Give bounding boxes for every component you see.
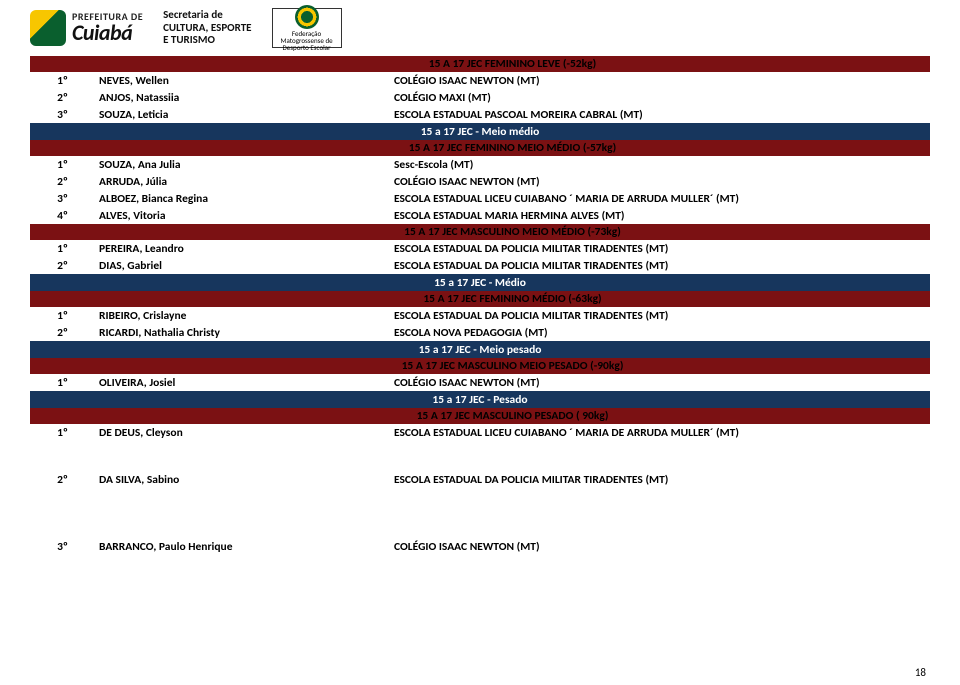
athlete-name-cell: ARRUDA, Júlia <box>95 173 390 190</box>
placement-cell: 3º <box>30 106 95 123</box>
category-header-maroon: 15 A 17 JEC MASCULINO MEIO MÉDIO (-73kg) <box>30 224 930 240</box>
placement-cell: 2º <box>30 89 95 106</box>
result-row: 1ºNEVES, WellenCOLÉGIO ISAAC NEWTON (MT) <box>30 72 930 89</box>
federation-badge: Federação Matogrossense de Desporto Esco… <box>272 8 342 48</box>
school-cell: ESCOLA ESTADUAL MARIA HERMINA ALVES (MT) <box>390 207 930 224</box>
result-row: 3ºALBOEZ, Bianca ReginaESCOLA ESTADUAL L… <box>30 190 930 207</box>
athlete-name-cell: DIAS, Gabriel <box>95 257 390 274</box>
school-cell: COLÉGIO ISAAC NEWTON (MT) <box>390 538 930 555</box>
athlete-name-cell: NEVES, Wellen <box>95 72 390 89</box>
athlete-name-cell: ALVES, Vitoria <box>95 207 390 224</box>
result-row: 2ºDA SILVA, SabinoESCOLA ESTADUAL DA POL… <box>30 471 930 488</box>
result-row: 1ºRIBEIRO, CrislayneESCOLA ESTADUAL DA P… <box>30 307 930 324</box>
placement-cell: 2º <box>30 471 95 488</box>
result-row: 2ºRICARDI, Nathalia ChristyESCOLA NOVA P… <box>30 324 930 341</box>
secretaria-line: Secretaria de <box>163 9 251 22</box>
result-row: 3ºSOUZA, LeticiaESCOLA ESTADUAL PASCOAL … <box>30 106 930 123</box>
section-header-navy: 15 a 17 JEC - Meio médio <box>30 123 930 140</box>
placement-cell: 3º <box>30 190 95 207</box>
category-header-maroon: 15 A 17 JEC FEMININO LEVE (-52kg) <box>30 56 930 72</box>
placement-cell: 2º <box>30 324 95 341</box>
placement-cell: 1º <box>30 307 95 324</box>
result-row: 1ºOLIVEIRA, JosielCOLÉGIO ISAAC NEWTON (… <box>30 374 930 391</box>
result-row: 2ºARRUDA, JúliaCOLÉGIO ISAAC NEWTON (MT) <box>30 173 930 190</box>
secretaria-text: Secretaria de CULTURA, ESPORTE E TURISMO <box>163 9 251 47</box>
school-cell: ESCOLA ESTADUAL LICEU CUIABANO ´ MARIA D… <box>390 424 930 441</box>
school-cell: ESCOLA NOVA PEDAGOGIA (MT) <box>390 324 930 341</box>
section-header-label: 15 a 17 JEC - Pesado <box>30 391 930 408</box>
result-row: 2ºDIAS, GabrielESCOLA ESTADUAL DA POLICI… <box>30 257 930 274</box>
shield-icon <box>30 10 66 46</box>
school-cell: ESCOLA ESTADUAL LICEU CUIABANO ´ MARIA D… <box>390 190 930 207</box>
school-cell: COLÉGIO MAXI (MT) <box>390 89 930 106</box>
athlete-name-cell: DA SILVA, Sabino <box>95 471 390 488</box>
category-header-label: 15 A 17 JEC MASCULINO MEIO PESADO (-90kg… <box>95 358 930 374</box>
athlete-name-cell: RIBEIRO, Crislayne <box>95 307 390 324</box>
category-header-label: 15 A 17 JEC FEMININO MÉDIO (-63kg) <box>95 291 930 307</box>
placement-cell: 1º <box>30 374 95 391</box>
federation-icon <box>295 5 319 29</box>
placement-cell: 1º <box>30 72 95 89</box>
result-row: 2ºANJOS, NatassiiaCOLÉGIO MAXI (MT) <box>30 89 930 106</box>
section-header-navy: 15 a 17 JEC - Meio pesado <box>30 341 930 358</box>
result-row: 3ºBARRANCO, Paulo HenriqueCOLÉGIO ISAAC … <box>30 538 930 555</box>
athlete-name-cell: SOUZA, Ana Julia <box>95 156 390 173</box>
placement-cell: 1º <box>30 156 95 173</box>
placement-cell: 2º <box>30 173 95 190</box>
school-cell: ESCOLA ESTADUAL DA POLICIA MILITAR TIRAD… <box>390 240 930 257</box>
placement-cell: 3º <box>30 538 95 555</box>
results-table: 15 A 17 JEC FEMININO LEVE (-52kg)1ºNEVES… <box>30 56 930 555</box>
school-cell: COLÉGIO ISAAC NEWTON (MT) <box>390 173 930 190</box>
athlete-name-cell: BARRANCO, Paulo Henrique <box>95 538 390 555</box>
category-header-label: 15 A 17 JEC MASCULINO MEIO MÉDIO (-73kg) <box>95 224 930 240</box>
school-cell: ESCOLA ESTADUAL DA POLICIA MILITAR TIRAD… <box>390 471 930 488</box>
category-header-label: 15 A 17 JEC MASCULINO PESADO ( 90kg) <box>95 408 930 424</box>
athlete-name-cell: DE DEUS, Cleyson <box>95 424 390 441</box>
school-cell: ESCOLA ESTADUAL DA POLICIA MILITAR TIRAD… <box>390 257 930 274</box>
placement-cell: 4º <box>30 207 95 224</box>
result-row: 4ºALVES, VitoriaESCOLA ESTADUAL MARIA HE… <box>30 207 930 224</box>
athlete-name-cell: OLIVEIRA, Josiel <box>95 374 390 391</box>
secretaria-line: E TURISMO <box>163 34 251 47</box>
school-cell: Sesc-Escola (MT) <box>390 156 930 173</box>
category-header-maroon: 15 A 17 JEC MASCULINO PESADO ( 90kg) <box>30 408 930 424</box>
athlete-name-cell: PEREIRA, Leandro <box>95 240 390 257</box>
category-header-maroon: 15 A 17 JEC FEMININO MÉDIO (-63kg) <box>30 291 930 307</box>
school-cell: COLÉGIO ISAAC NEWTON (MT) <box>390 374 930 391</box>
prefeitura-logo: PREFEITURA DE Cuiabá <box>30 10 143 46</box>
athlete-name-cell: ANJOS, Natassiia <box>95 89 390 106</box>
section-header-navy: 15 a 17 JEC - Médio <box>30 274 930 291</box>
spacer-row <box>30 488 930 538</box>
section-header-label: 15 a 17 JEC - Meio pesado <box>30 341 930 358</box>
athlete-name-cell: SOUZA, Leticia <box>95 106 390 123</box>
section-header-label: 15 a 17 JEC - Médio <box>30 274 930 291</box>
cuiaba-label: Cuiabá <box>72 22 143 44</box>
section-header-navy: 15 a 17 JEC - Pesado <box>30 391 930 408</box>
result-row: 1ºDE DEUS, CleysonESCOLA ESTADUAL LICEU … <box>30 424 930 441</box>
category-header-maroon: 15 A 17 JEC MASCULINO MEIO PESADO (-90kg… <box>30 358 930 374</box>
result-row: 1ºPEREIRA, LeandroESCOLA ESTADUAL DA POL… <box>30 240 930 257</box>
placement-cell: 1º <box>30 424 95 441</box>
page-number: 18 <box>915 666 926 679</box>
prefeitura-text: PREFEITURA DE Cuiabá <box>72 12 143 44</box>
placement-cell: 1º <box>30 240 95 257</box>
spacer-row <box>30 441 930 471</box>
school-cell: ESCOLA ESTADUAL DA POLICIA MILITAR TIRAD… <box>390 307 930 324</box>
federation-label: Federação Matogrossense de Desporto Esco… <box>275 30 339 51</box>
placement-cell: 2º <box>30 257 95 274</box>
result-row: 1ºSOUZA, Ana JuliaSesc-Escola (MT) <box>30 156 930 173</box>
athlete-name-cell: ALBOEZ, Bianca Regina <box>95 190 390 207</box>
school-cell: ESCOLA ESTADUAL PASCOAL MOREIRA CABRAL (… <box>390 106 930 123</box>
school-cell: COLÉGIO ISAAC NEWTON (MT) <box>390 72 930 89</box>
category-header-label: 15 A 17 JEC FEMININO MEIO MÉDIO (-57kg) <box>95 140 930 156</box>
category-header-label: 15 A 17 JEC FEMININO LEVE (-52kg) <box>95 56 930 72</box>
section-header-label: 15 a 17 JEC - Meio médio <box>30 123 930 140</box>
athlete-name-cell: RICARDI, Nathalia Christy <box>95 324 390 341</box>
page-header: PREFEITURA DE Cuiabá Secretaria de CULTU… <box>30 8 930 48</box>
category-header-maroon: 15 A 17 JEC FEMININO MEIO MÉDIO (-57kg) <box>30 140 930 156</box>
